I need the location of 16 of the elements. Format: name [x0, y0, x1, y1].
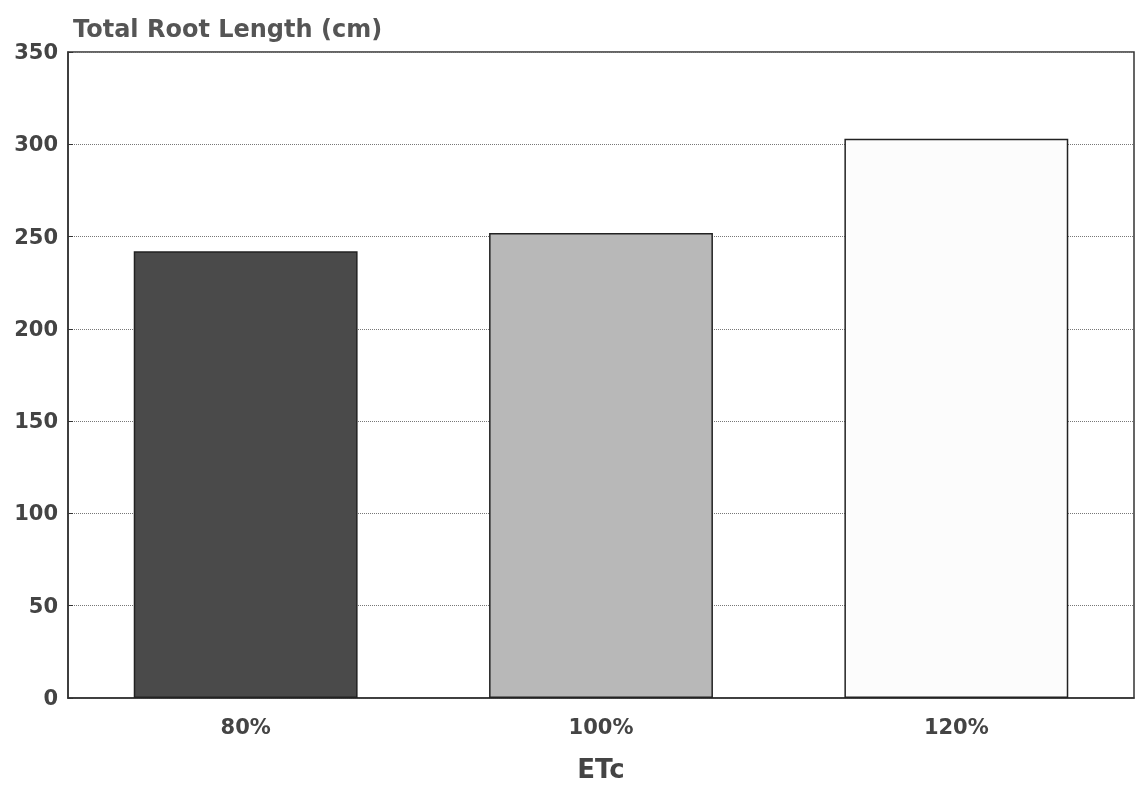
chart-title: Total Root Length (cm) [73, 15, 383, 43]
y-tick-label: 150 [14, 409, 58, 434]
y-tick-label: 350 [14, 40, 58, 64]
y-tick-label: 100 [14, 501, 58, 526]
y-tick-label: 0 [43, 686, 58, 710]
y-tick-label: 200 [14, 316, 58, 341]
bar [133, 251, 358, 698]
x-tick-label: 120% [923, 714, 989, 739]
y-tick-label: 300 [14, 132, 58, 157]
y-tick-label: 50 [28, 593, 58, 618]
bar [844, 138, 1069, 698]
x-axis-title: ETc [577, 754, 625, 784]
x-tick-label: 100% [568, 714, 634, 739]
x-tick-label: 80% [220, 714, 271, 739]
bar [489, 232, 713, 698]
y-tick-label: 250 [14, 224, 58, 249]
